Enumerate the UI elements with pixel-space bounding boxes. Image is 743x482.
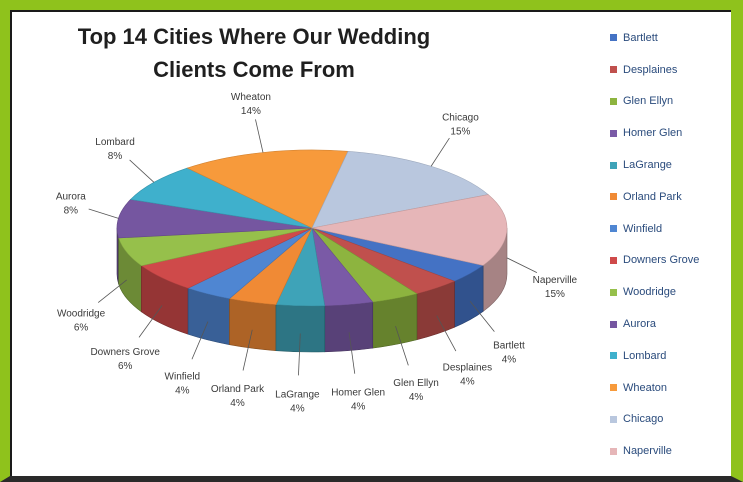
- chart-title: Top 14 Cities Where Our Wedding Clients …: [14, 20, 494, 86]
- legend-item: Wheaton: [610, 372, 735, 404]
- legend-label: LaGrange: [623, 159, 672, 172]
- leader-line: [430, 137, 450, 167]
- legend-swatch: [610, 415, 617, 423]
- data-label-name: Orland Park: [211, 384, 265, 395]
- data-label-name: Downers Grove: [90, 347, 160, 358]
- data-label-value: 6%: [74, 322, 89, 333]
- data-label-name: Chicago: [442, 113, 479, 124]
- data-label-value: 4%: [351, 401, 366, 412]
- data-label-name: Bartlett: [493, 341, 525, 352]
- legend-label: Wheaton: [623, 381, 668, 394]
- chart-legend: Bartlett Desplaines Glen Ellyn Homer Glen La…: [610, 22, 735, 467]
- legend-item: Desplaines: [610, 54, 735, 86]
- data-label-value: 6%: [118, 361, 133, 372]
- pie-slice-lombard: [129, 167, 313, 229]
- data-label-name: Aurora: [56, 192, 86, 203]
- leader-line: [88, 208, 119, 219]
- leader-line: [348, 332, 356, 374]
- legend-item: Glen Ellyn: [610, 86, 735, 118]
- legend-item: Aurora: [610, 308, 735, 340]
- legend-swatch: [610, 129, 617, 137]
- legend-label: Aurora: [623, 318, 657, 331]
- legend-item: Woodridge: [610, 276, 735, 308]
- data-label-name: Naperville: [533, 275, 578, 286]
- data-label-value: 8%: [64, 206, 79, 217]
- data-label-name: Woodridge: [57, 308, 106, 319]
- data-label-value: 4%: [460, 376, 475, 387]
- pie-side-homer-glen: [324, 301, 374, 353]
- legend-label: Naperville: [623, 445, 672, 458]
- legend-swatch: [610, 352, 617, 360]
- data-label-name: Desplaines: [443, 362, 492, 373]
- leader-line: [97, 279, 127, 303]
- leader-line: [242, 329, 253, 371]
- data-label-value: 14%: [241, 106, 261, 117]
- legend-swatch: [610, 34, 617, 42]
- legend-label: Homer Glen: [623, 127, 683, 140]
- data-label-value: 15%: [545, 289, 565, 300]
- chart-title-line: Top 14 Cities Where Our Wedding: [77, 24, 431, 49]
- legend-swatch: [610, 161, 617, 169]
- legend-item: Lombard: [610, 340, 735, 372]
- legend-label: Lombard: [623, 349, 667, 362]
- data-label-value: 4%: [175, 385, 190, 396]
- data-label-value: 4%: [230, 398, 245, 409]
- data-label-name: Lombard: [95, 137, 134, 148]
- legend-label: Glen Ellyn: [623, 95, 674, 108]
- leader-line: [191, 321, 209, 360]
- legend-label: Winfield: [623, 222, 663, 235]
- legend-swatch: [610, 447, 617, 455]
- legend-item: Downers Grove: [610, 245, 735, 277]
- legend-item: Naperville: [610, 435, 735, 467]
- pie-slice-wheaton: [186, 149, 349, 229]
- legend-swatch: [610, 384, 617, 392]
- data-label-value: 4%: [290, 403, 305, 414]
- data-label-name: Wheaton: [231, 92, 271, 103]
- data-label-name: Glen Ellyn: [393, 378, 439, 389]
- legend-swatch: [610, 288, 617, 296]
- legend-swatch: [610, 320, 617, 328]
- legend-label: Orland Park: [623, 190, 682, 203]
- legend-item: LaGrange: [610, 149, 735, 181]
- legend-item: Homer Glen: [610, 117, 735, 149]
- data-label-value: 8%: [108, 151, 123, 162]
- leader-line: [129, 159, 155, 183]
- leader-line: [298, 333, 301, 376]
- legend-item: Orland Park: [610, 181, 735, 213]
- data-label-name: Homer Glen: [331, 387, 385, 398]
- legend-swatch: [610, 193, 617, 201]
- data-label-name: Winfield: [165, 371, 201, 382]
- chart-title-line: Clients Come From: [153, 57, 355, 82]
- pie-slice-aurora: [116, 199, 313, 239]
- leader-line: [436, 315, 457, 352]
- legend-item: Winfield: [610, 213, 735, 245]
- legend-label: Bartlett: [623, 31, 658, 44]
- leader-line: [255, 119, 264, 153]
- pie-side-glen-ellyn: [372, 293, 418, 349]
- leader-line: [138, 305, 163, 338]
- legend-swatch: [610, 97, 617, 105]
- leader-line: [395, 325, 409, 366]
- pie-side-orland-park: [229, 298, 277, 351]
- legend-swatch: [610, 256, 617, 264]
- legend-label: Woodridge: [623, 286, 676, 299]
- legend-label: Chicago: [623, 413, 664, 426]
- legend-item: Bartlett: [610, 22, 735, 54]
- data-label-name: LaGrange: [275, 389, 320, 400]
- pie-slice-naperville: [311, 194, 508, 266]
- data-label-value: 15%: [450, 127, 470, 138]
- data-label-value: 4%: [502, 355, 517, 366]
- leader-line: [469, 301, 495, 332]
- legend-item: Chicago: [610, 404, 735, 436]
- legend-label: Desplaines: [623, 63, 678, 76]
- legend-swatch: [610, 225, 617, 233]
- pie-side-lagrange: [275, 304, 326, 353]
- data-label-value: 4%: [409, 392, 424, 403]
- legend-swatch: [610, 66, 617, 74]
- legend-label: Downers Grove: [623, 254, 700, 267]
- leader-line: [506, 257, 538, 274]
